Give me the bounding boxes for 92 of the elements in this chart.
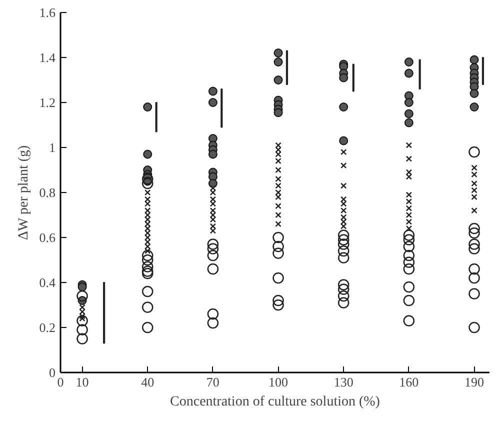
point: [142, 302, 154, 313]
point: [142, 268, 154, 280]
point: [272, 248, 284, 259]
point: [272, 299, 284, 311]
point: [76, 324, 88, 336]
x-tick-label: 10: [76, 374, 89, 390]
point: [403, 256, 415, 268]
point: [468, 146, 480, 158]
x-tick-label: 70: [206, 374, 220, 390]
point: [208, 150, 218, 159]
point: [272, 240, 284, 252]
x-tick-label: 100: [268, 374, 288, 390]
x-tick-label: 190: [464, 374, 484, 390]
point: [403, 281, 415, 293]
point: [468, 227, 480, 239]
point: [468, 263, 480, 275]
point: [207, 308, 219, 320]
point: [470, 102, 479, 112]
point: [207, 243, 219, 254]
point: [468, 222, 480, 234]
point: [338, 234, 350, 246]
point: [338, 290, 350, 302]
x-tick-label: 40: [141, 374, 154, 390]
point: [470, 55, 479, 64]
point: [403, 250, 415, 262]
point: [403, 315, 415, 326]
point: [338, 284, 350, 295]
point: [272, 232, 284, 244]
point: [272, 272, 284, 284]
point: [78, 282, 87, 292]
y-tick-label: 1.4: [39, 50, 56, 65]
point: [274, 48, 283, 58]
point: [404, 68, 414, 78]
point: [338, 279, 350, 290]
point: [468, 272, 480, 284]
point: [142, 173, 154, 185]
x-tick-label: 130: [334, 374, 354, 390]
x-tick-label: 160: [399, 374, 419, 390]
point: [207, 317, 219, 329]
y-tick-label: 0.2: [39, 320, 56, 335]
point: [142, 250, 154, 262]
point: [142, 286, 154, 298]
point: [142, 178, 154, 190]
point: [468, 288, 480, 300]
point: [274, 76, 283, 84]
y-tick-label: 0.8: [39, 185, 56, 200]
y-axis-title: ΔW per plant (g): [16, 144, 32, 240]
point: [142, 261, 154, 272]
point: [142, 254, 154, 266]
point: [468, 243, 480, 254]
point: [208, 86, 218, 96]
point: [403, 234, 415, 246]
point: [76, 333, 88, 344]
x-axis-title: Concentration of culture solution (%): [170, 394, 380, 410]
point: [404, 118, 414, 128]
point: [468, 322, 480, 334]
point: [274, 108, 283, 118]
point: [403, 294, 415, 306]
point: [403, 230, 415, 241]
point: [338, 297, 350, 308]
point: [272, 294, 284, 306]
point: [207, 250, 219, 262]
point: [338, 252, 350, 264]
point: [339, 102, 348, 112]
point: [76, 290, 88, 302]
point: [76, 315, 88, 326]
point: [142, 266, 154, 277]
point: [468, 238, 480, 250]
point: [404, 109, 414, 118]
point: [274, 58, 283, 66]
point: [143, 150, 152, 159]
point: [404, 98, 414, 107]
point: [338, 245, 350, 257]
point: [404, 58, 414, 66]
point: [142, 322, 154, 334]
point: [339, 73, 348, 82]
y-tick-label: 0.6: [39, 230, 56, 245]
y-tick-label: 1: [49, 140, 56, 155]
y-tick-label: 0.4: [39, 275, 56, 290]
point: [338, 238, 350, 250]
y-tick-label: 0: [49, 365, 56, 380]
point: [207, 238, 219, 250]
point: [143, 102, 152, 112]
y-tick-label: 1.2: [39, 95, 56, 110]
point: [339, 136, 348, 146]
point: [403, 240, 415, 252]
point: [207, 263, 219, 275]
y-tick-label: 1.6: [39, 5, 56, 20]
point: [470, 89, 479, 98]
point: [403, 263, 415, 275]
point: [208, 98, 218, 107]
point: [338, 230, 350, 241]
